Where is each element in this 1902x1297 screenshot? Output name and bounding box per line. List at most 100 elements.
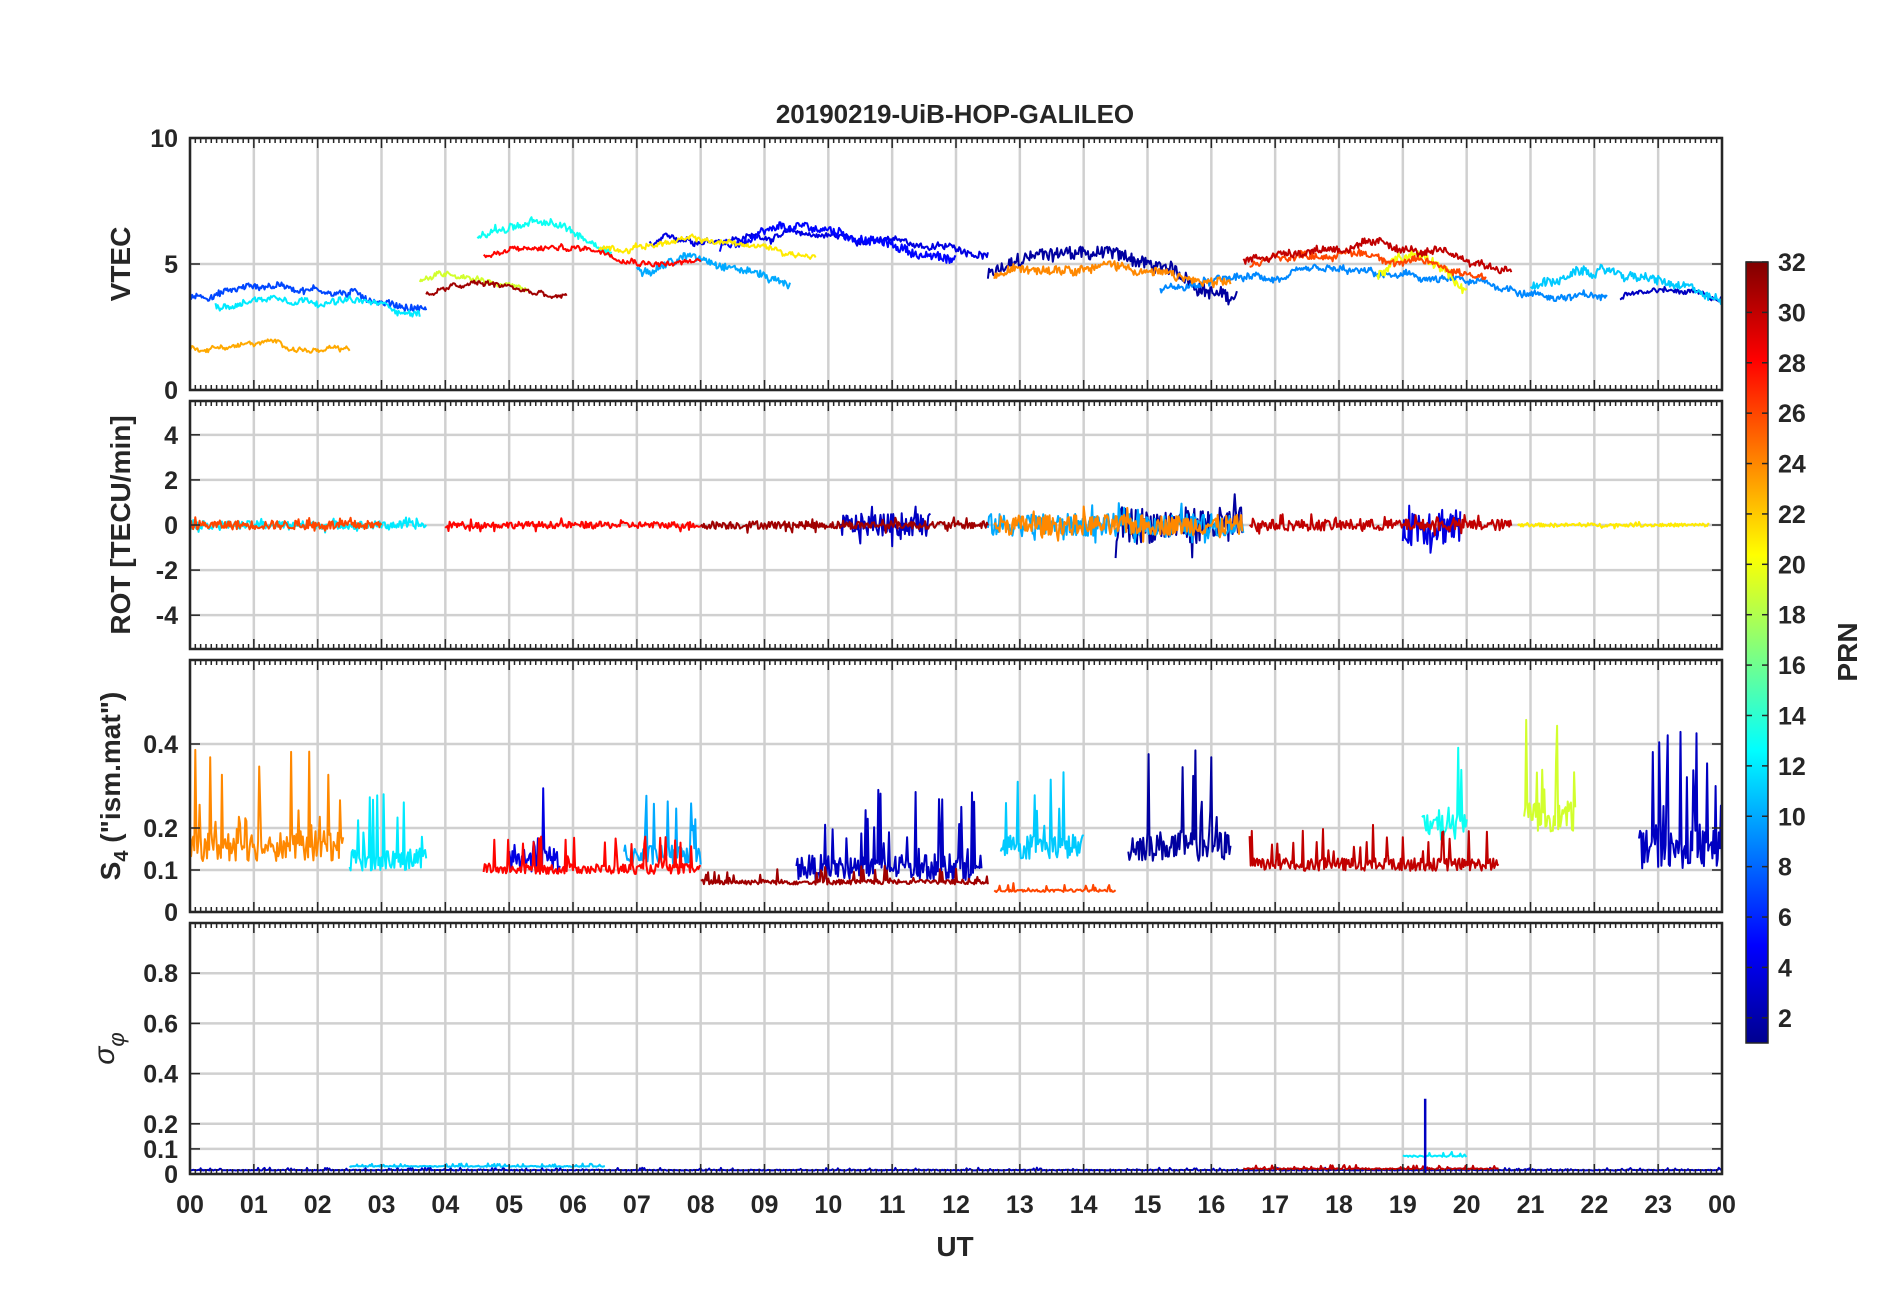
- y-tick-label: 4: [164, 422, 178, 450]
- series-line-prn-4: [1401, 504, 1462, 554]
- colorbar-tick-label: 12: [1778, 753, 1806, 781]
- x-tick-label: 01: [240, 1191, 268, 1219]
- y-tick-label: 0.6: [143, 1010, 178, 1038]
- x-tick-label: 12: [942, 1191, 970, 1219]
- y-axis-label-sigma_phi: σφ: [88, 1032, 129, 1064]
- x-tick-label: 23: [1644, 1191, 1672, 1219]
- series-line-prn-24: [993, 260, 1232, 289]
- colorbar-tick-label: 18: [1778, 602, 1806, 630]
- y-tick-label: 0.2: [143, 815, 178, 843]
- x-tick-label: 15: [1134, 1191, 1162, 1219]
- x-tick-label: 09: [751, 1191, 779, 1219]
- y-tick-label: 0.1: [143, 1136, 178, 1164]
- series-line-prn-11: [999, 771, 1085, 860]
- series-line-prn-9: [1159, 263, 1608, 302]
- y-tick-label: 0.8: [143, 960, 178, 988]
- series-line-prn-26: [1249, 247, 1487, 281]
- series-line-prn-20: [1376, 249, 1468, 295]
- series-line-prn-26: [993, 882, 1117, 893]
- series-line-prn-10: [635, 252, 791, 290]
- x-tick-label: 17: [1261, 1191, 1289, 1219]
- x-tick-label: 04: [431, 1191, 459, 1219]
- colorbar-tick-label: 14: [1778, 702, 1806, 730]
- x-tick-label: 14: [1070, 1191, 1098, 1219]
- series-line-prn-31: [425, 279, 568, 300]
- x-axis: 00 01 02 03 04 05 06 07 08 09 10 11 12 13 14 15 16 17 18 19…: [176, 1191, 1736, 1219]
- series-group-vtec: [190, 216, 1722, 354]
- series-line-prn-28: [444, 517, 702, 533]
- colorbar-tick-label: 22: [1778, 501, 1806, 529]
- colorbar-tick-label: 30: [1778, 299, 1806, 327]
- x-tick-label: 19: [1389, 1191, 1417, 1219]
- y-tick-label: 0: [164, 512, 178, 540]
- y-tick-label: -4: [156, 602, 178, 630]
- y-tick-label: 0: [164, 899, 178, 927]
- panel-sigma_phi: 00.10.2 0.4 0.6 0.8 σφ: [88, 921, 1724, 1189]
- y-tick-label: 2: [164, 467, 178, 495]
- series-line-prn-31: [699, 516, 989, 534]
- y-tick-label: 0.4: [143, 731, 178, 759]
- x-tick-label: 06: [559, 1191, 587, 1219]
- series-line-prn-12: [1402, 1150, 1468, 1158]
- colorbar-tick-label: 26: [1778, 400, 1806, 428]
- colorbar-tick-label: 32: [1778, 249, 1806, 277]
- x-tick-label: 08: [687, 1191, 715, 1219]
- series-line-prn-21: [1516, 521, 1710, 530]
- series-line-prn-19: [1523, 718, 1577, 833]
- x-tick-label: 16: [1197, 1191, 1225, 1219]
- colorbar-tick-label: 8: [1778, 854, 1792, 882]
- series-line-prn-21: [598, 233, 817, 260]
- series-line-prn-28: [482, 835, 701, 875]
- series-line-prn-12: [348, 793, 428, 872]
- x-tick-label: 00: [176, 1191, 204, 1219]
- colorbar-tick-label: 10: [1778, 803, 1806, 831]
- colorbar-tick-label: 28: [1778, 350, 1806, 378]
- series-line-prn-7: [190, 281, 428, 313]
- y-tick-label: 0.1: [143, 857, 178, 885]
- series-line-prn-31: [700, 864, 989, 886]
- x-tick-label: 13: [1006, 1191, 1034, 1219]
- colorbar-tick-label: 16: [1778, 652, 1806, 680]
- series-line-prn-3: [795, 788, 983, 881]
- colorbar-gradient: [1745, 261, 1769, 1044]
- series-line-prn-30: [1242, 236, 1513, 275]
- x-tick-label: 21: [1517, 1191, 1545, 1219]
- x-tick-label: 02: [304, 1191, 332, 1219]
- y-tick-label: 0.2: [143, 1111, 178, 1139]
- y-tick-label: 0: [164, 1161, 178, 1189]
- series-line-prn-23: [190, 338, 351, 354]
- series-line-prn-10: [623, 794, 702, 866]
- colorbar-tick-label: 20: [1778, 551, 1806, 579]
- x-tick-label: 00: [1708, 1191, 1736, 1219]
- series-line-prn-28: [483, 243, 702, 268]
- series-group-rot: [190, 493, 1710, 559]
- colorbar-tick-label: 2: [1778, 1005, 1792, 1033]
- x-tick-label: 22: [1580, 1191, 1608, 1219]
- y-tick-label: -2: [156, 557, 178, 585]
- series-line-prn-2: [1114, 493, 1244, 559]
- colorbar-label: PRN: [1832, 622, 1863, 681]
- series-line-prn-24: [993, 505, 1244, 543]
- y-tick-label: 0: [164, 377, 178, 405]
- x-tick-label: 20: [1453, 1191, 1481, 1219]
- colorbar-tick-label: 24: [1778, 451, 1806, 479]
- panel-s4: 0 0.1 0.2 0.4 S4 ("ism.mat"): [95, 658, 1724, 927]
- series-line-prn-24: [190, 748, 345, 862]
- series-line-prn-12: [214, 294, 421, 318]
- x-tick-label: 07: [623, 1191, 651, 1219]
- series-group-s4: [190, 718, 1722, 893]
- chart-title: 20190219-UiB-HOP-GALILEO: [776, 99, 1134, 129]
- series-line-prn-11: [348, 1162, 605, 1168]
- series-line-prn-2: [1127, 749, 1232, 862]
- x-tick-label: 03: [368, 1191, 396, 1219]
- y-axis-label-vtec: VTEC: [105, 227, 136, 302]
- x-tick-label: 18: [1325, 1191, 1353, 1219]
- x-tick-label: 05: [495, 1191, 523, 1219]
- series-line-prn-3: [1638, 730, 1722, 870]
- y-axis-label-s4: S4 ("ism.mat"): [95, 692, 133, 881]
- y-tick-label: 5: [164, 251, 178, 279]
